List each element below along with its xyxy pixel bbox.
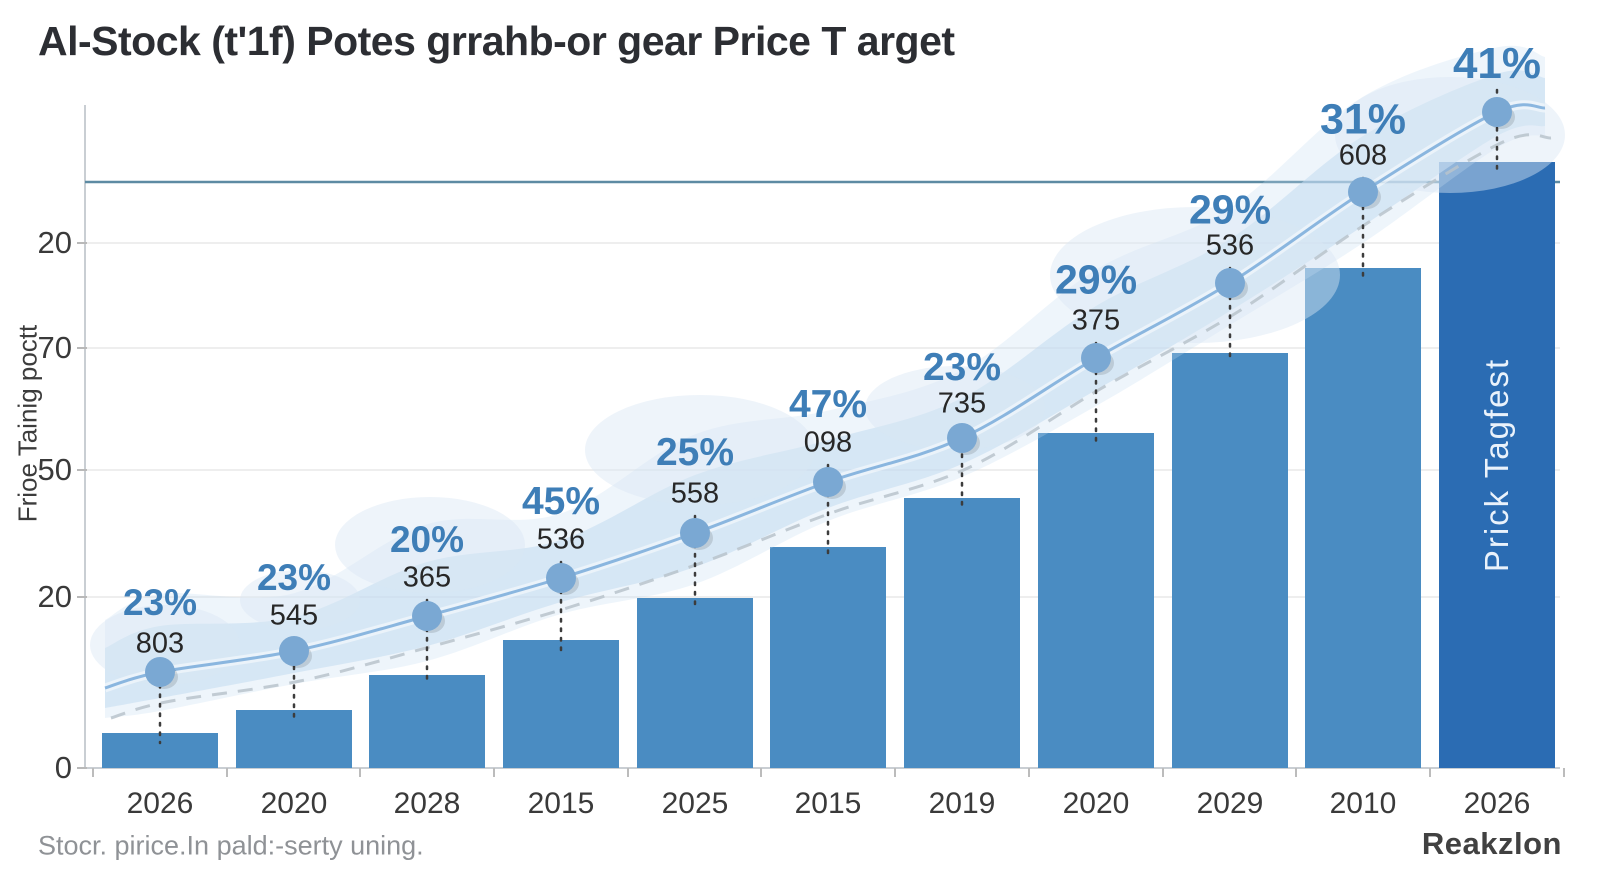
x-axis-year-label: 2026 (1463, 787, 1531, 820)
point-value-label: 558 (670, 477, 720, 510)
point-value-label: 098 (803, 426, 853, 459)
price-bar (369, 675, 485, 768)
dot-shadow (1086, 351, 1114, 375)
price-bar (236, 710, 352, 768)
growth-pct-label: 23% (922, 346, 1002, 389)
dot-shadow (685, 526, 713, 550)
trend-dot (279, 636, 309, 666)
dot-shadow (1220, 276, 1248, 300)
trend-dot (1081, 343, 1111, 373)
trend-dot (1482, 97, 1512, 127)
trend-dot (145, 657, 175, 687)
growth-pct-label: 23% (122, 582, 198, 623)
price-bar (102, 733, 218, 768)
chart-title: Al-Stock (t'1f) Potes grrahb-or gear Pri… (38, 18, 955, 64)
point-value-label: 608 (1338, 139, 1388, 172)
y-tick-label: 20 (37, 579, 72, 614)
dot-shadow (952, 431, 980, 455)
trend-dot (947, 423, 977, 453)
y-tick-label: 20 (37, 225, 72, 260)
x-axis-year-label: 2019 (928, 787, 996, 820)
final-bar-inner-label: Prick Tagfest (1478, 357, 1515, 573)
growth-pct-label: 45% (521, 480, 601, 523)
growth-pct-label: 29% (1188, 186, 1272, 233)
price-bar (1172, 353, 1288, 768)
point-value-label: 803 (135, 627, 185, 660)
price-bar (503, 640, 619, 768)
x-axis-year-label: 2025 (661, 787, 729, 820)
point-value-label: 536 (536, 523, 586, 556)
dot-shadow (1353, 185, 1381, 209)
x-axis-year-label: 2020 (260, 787, 328, 820)
dot-shadow (818, 475, 846, 499)
dot-shadow (150, 665, 178, 689)
price-bar (1305, 268, 1421, 768)
trend-dot (813, 467, 843, 497)
price-bar (1038, 433, 1154, 768)
dot-shadow (417, 609, 445, 633)
x-axis-year-label: 2020 (1062, 787, 1130, 820)
trend-dot (680, 518, 710, 548)
dot-shadow (551, 571, 579, 595)
x-axis-year-label: 2028 (393, 787, 461, 820)
price-bar (637, 598, 753, 768)
price-bar (904, 498, 1020, 768)
point-value-label: 365 (402, 561, 452, 594)
dot-shadow (284, 644, 312, 668)
trend-dot (1215, 268, 1245, 298)
x-axis-year-label: 2015 (794, 787, 862, 820)
x-axis-year-label: 2029 (1196, 787, 1264, 820)
x-axis-year-label: 2015 (527, 787, 595, 820)
brand-logo: Reakzlon (1421, 826, 1562, 861)
y-tick-label: 50 (37, 452, 72, 487)
growth-pct-label: 25% (655, 431, 735, 474)
growth-pct-label: 41% (1452, 39, 1542, 88)
growth-pct-label: 20% (389, 519, 465, 560)
point-value-label: 536 (1205, 229, 1255, 262)
x-axis-year-label: 2026 (126, 787, 194, 820)
point-value-label: 735 (937, 387, 987, 420)
trend-dot (546, 563, 576, 593)
growth-pct-label: 31% (1319, 95, 1407, 144)
dot-shadow (1487, 105, 1515, 129)
footer-note: Stocr. pirice.In pald:-serty uning. (38, 830, 424, 861)
point-value-label: 545 (269, 599, 319, 632)
y-axis-title: Frioe Tainig poctt (12, 324, 43, 523)
point-value-label: 375 (1071, 304, 1121, 337)
growth-pct-label: 29% (1054, 256, 1138, 303)
trend-dot (1348, 177, 1378, 207)
price-bar (770, 547, 886, 768)
growth-pct-label: 23% (256, 557, 332, 598)
y-tick-label: 70 (37, 330, 72, 365)
y-tick-label: 0 (54, 750, 72, 785)
growth-pct-label: 47% (788, 383, 868, 426)
x-axis-year-label: 2010 (1329, 787, 1397, 820)
trend-dot (412, 601, 442, 631)
